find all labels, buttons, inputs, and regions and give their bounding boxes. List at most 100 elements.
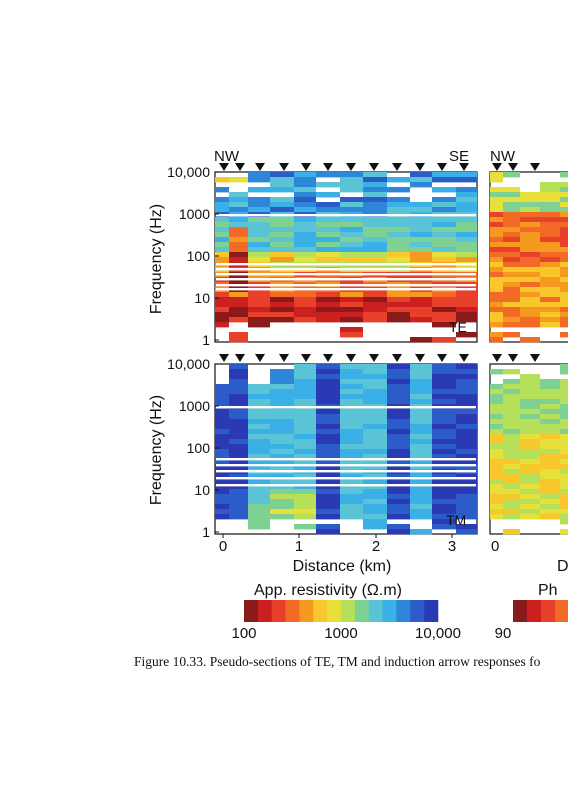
phase-cell <box>520 207 540 213</box>
section-cell <box>456 509 477 515</box>
phase-cell <box>560 414 568 420</box>
section-cell <box>248 312 270 318</box>
phase-cell <box>560 297 568 303</box>
phase-cell <box>503 287 520 293</box>
phase-cell <box>540 449 560 455</box>
phase-cell <box>503 202 520 208</box>
phase-cell <box>520 484 540 490</box>
section-cell <box>270 242 294 248</box>
phase-cell <box>560 474 568 480</box>
section-cell <box>316 529 340 535</box>
phase-cell <box>520 337 540 343</box>
section-cell <box>270 302 294 308</box>
station-marker-icon <box>492 163 502 171</box>
phase-cell <box>503 369 520 375</box>
phase-cell <box>490 217 503 223</box>
phase-cell <box>560 242 568 248</box>
colorbar-swatch <box>424 600 439 622</box>
colorbar-swatch <box>513 600 528 622</box>
resistivity-colorbar-ticks: 100 1000 10,000 <box>231 625 460 642</box>
phase-cell <box>540 252 560 258</box>
phase-cell <box>540 207 560 213</box>
section-cell <box>363 297 387 303</box>
section-cell <box>340 409 363 415</box>
section-cell <box>456 197 477 203</box>
section-cell <box>363 504 387 510</box>
section-cell <box>410 449 432 455</box>
phase-cell <box>503 429 520 435</box>
phase-cell <box>520 292 540 298</box>
phase-cell <box>503 192 520 198</box>
section-cell <box>363 222 387 228</box>
x-tick-label: 0 <box>219 538 227 555</box>
y-tick-label: 1 <box>202 524 210 540</box>
section-cell <box>432 322 456 328</box>
section-cell <box>387 504 410 510</box>
section-cell <box>294 414 316 420</box>
y-tick-label: 10,000 <box>167 356 210 372</box>
section-cell <box>270 399 294 405</box>
section-cell <box>215 454 229 460</box>
phase-cell <box>560 317 568 323</box>
section-cell <box>363 177 387 183</box>
section-cell <box>387 197 410 203</box>
section-cell <box>270 504 294 510</box>
phase-cell <box>490 459 503 465</box>
section-cell <box>340 332 363 338</box>
section-cell <box>294 302 316 308</box>
section-cell <box>340 434 363 440</box>
te-cells <box>215 172 477 343</box>
section-cell <box>248 292 270 298</box>
station-marker-icon <box>235 354 245 362</box>
section-cell <box>270 464 294 470</box>
section-cell <box>363 474 387 480</box>
section-cell <box>340 419 363 425</box>
section-cell <box>363 499 387 505</box>
section-cell <box>248 202 270 208</box>
phase-cell <box>520 454 540 460</box>
section-cell <box>432 514 456 520</box>
phase-cell <box>540 384 560 390</box>
phase-cell <box>503 267 520 273</box>
phase-cell <box>560 379 568 385</box>
section-cell <box>215 257 229 263</box>
phase-cell <box>503 414 520 420</box>
section-cell <box>215 292 229 298</box>
x-tick-label-right-panel: 0 <box>491 538 499 555</box>
section-cell <box>363 172 387 178</box>
section-cell <box>363 202 387 208</box>
section-cell <box>456 434 477 440</box>
phase-cell <box>503 187 520 193</box>
section-cell <box>387 227 410 233</box>
section-cell <box>387 302 410 308</box>
phase-cell <box>490 474 503 480</box>
section-cell <box>215 312 229 318</box>
section-cell <box>294 247 316 253</box>
section-cell <box>387 444 410 450</box>
section-cell <box>340 312 363 318</box>
phase-cell <box>560 187 568 193</box>
section-cell <box>456 217 477 223</box>
section-cell <box>456 454 477 460</box>
phase-cell <box>503 217 520 223</box>
section-cell <box>432 414 456 420</box>
phase-cell <box>540 409 560 415</box>
colorbar-tick-label: 100 <box>231 625 256 642</box>
section-cell <box>410 237 432 243</box>
section-cell <box>270 439 294 445</box>
section-cell <box>363 257 387 263</box>
section-cell <box>248 419 270 425</box>
section-cell <box>316 449 340 455</box>
station-marker-icon <box>459 354 469 362</box>
section-cell <box>387 252 410 258</box>
colorbar-swatch <box>382 600 397 622</box>
section-cell <box>229 369 248 375</box>
station-marker-icon <box>437 354 447 362</box>
section-cell <box>387 297 410 303</box>
section-cell <box>432 474 456 480</box>
section-cell <box>248 464 270 470</box>
section-cell <box>294 449 316 455</box>
section-cell <box>270 479 294 485</box>
section-cell <box>229 479 248 485</box>
phase-cell <box>560 529 568 535</box>
